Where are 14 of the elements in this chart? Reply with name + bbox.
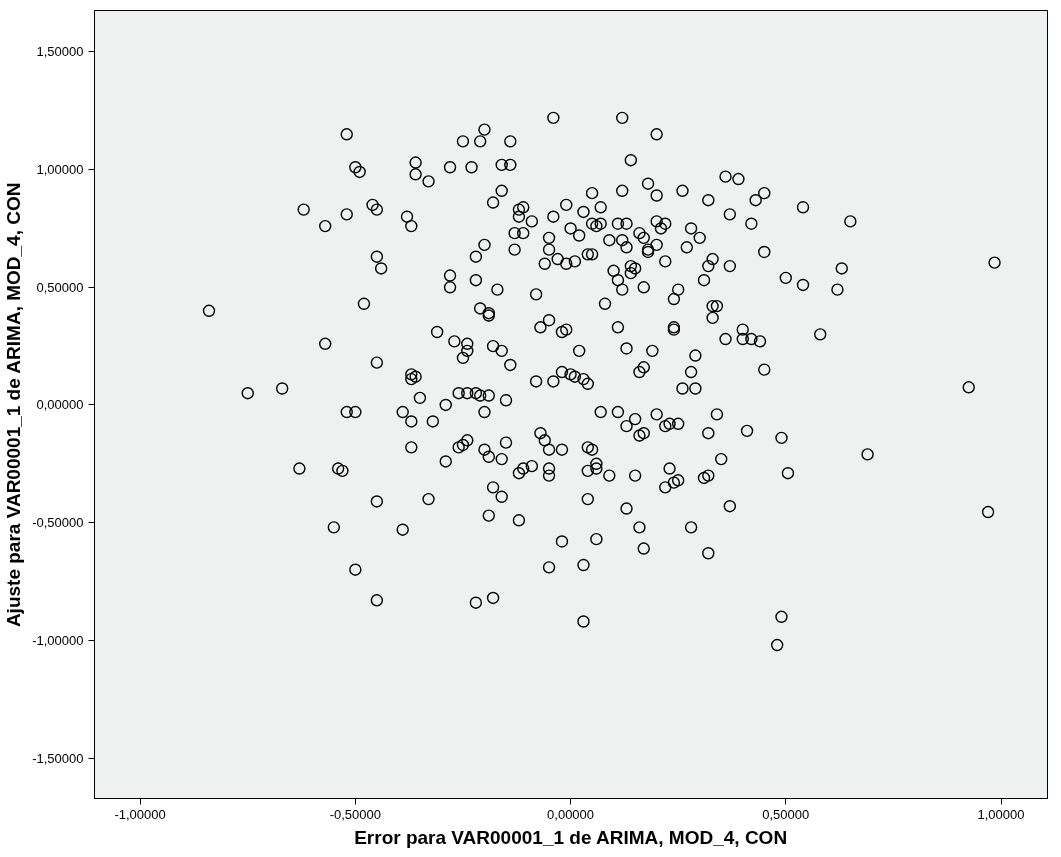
y-axis-title: Ajuste para VAR00001_1 de ARIMA, MOD_4, CON bbox=[3, 182, 25, 628]
x-tick-label: 0,00000 bbox=[547, 806, 595, 822]
x-tick-label: 1,00000 bbox=[977, 806, 1025, 822]
y-tick-label: 0,50000 bbox=[36, 279, 84, 295]
y-tick-label: 0,00000 bbox=[36, 397, 84, 413]
y-tick-label: -1,00000 bbox=[32, 632, 84, 648]
y-tick-label: 1,50000 bbox=[36, 44, 84, 60]
y-tick-label: 1,00000 bbox=[36, 162, 84, 178]
y-tick-label: -0,50000 bbox=[32, 515, 84, 531]
x-tick-label: -1,00000 bbox=[114, 806, 166, 822]
x-axis-title: Error para VAR00001_1 de ARIMA, MOD_4, CON bbox=[354, 826, 788, 848]
x-tick-label: 0,50000 bbox=[762, 806, 810, 822]
x-tick-label: -0,50000 bbox=[329, 806, 382, 822]
y-tick-label: -1,50000 bbox=[32, 750, 84, 766]
